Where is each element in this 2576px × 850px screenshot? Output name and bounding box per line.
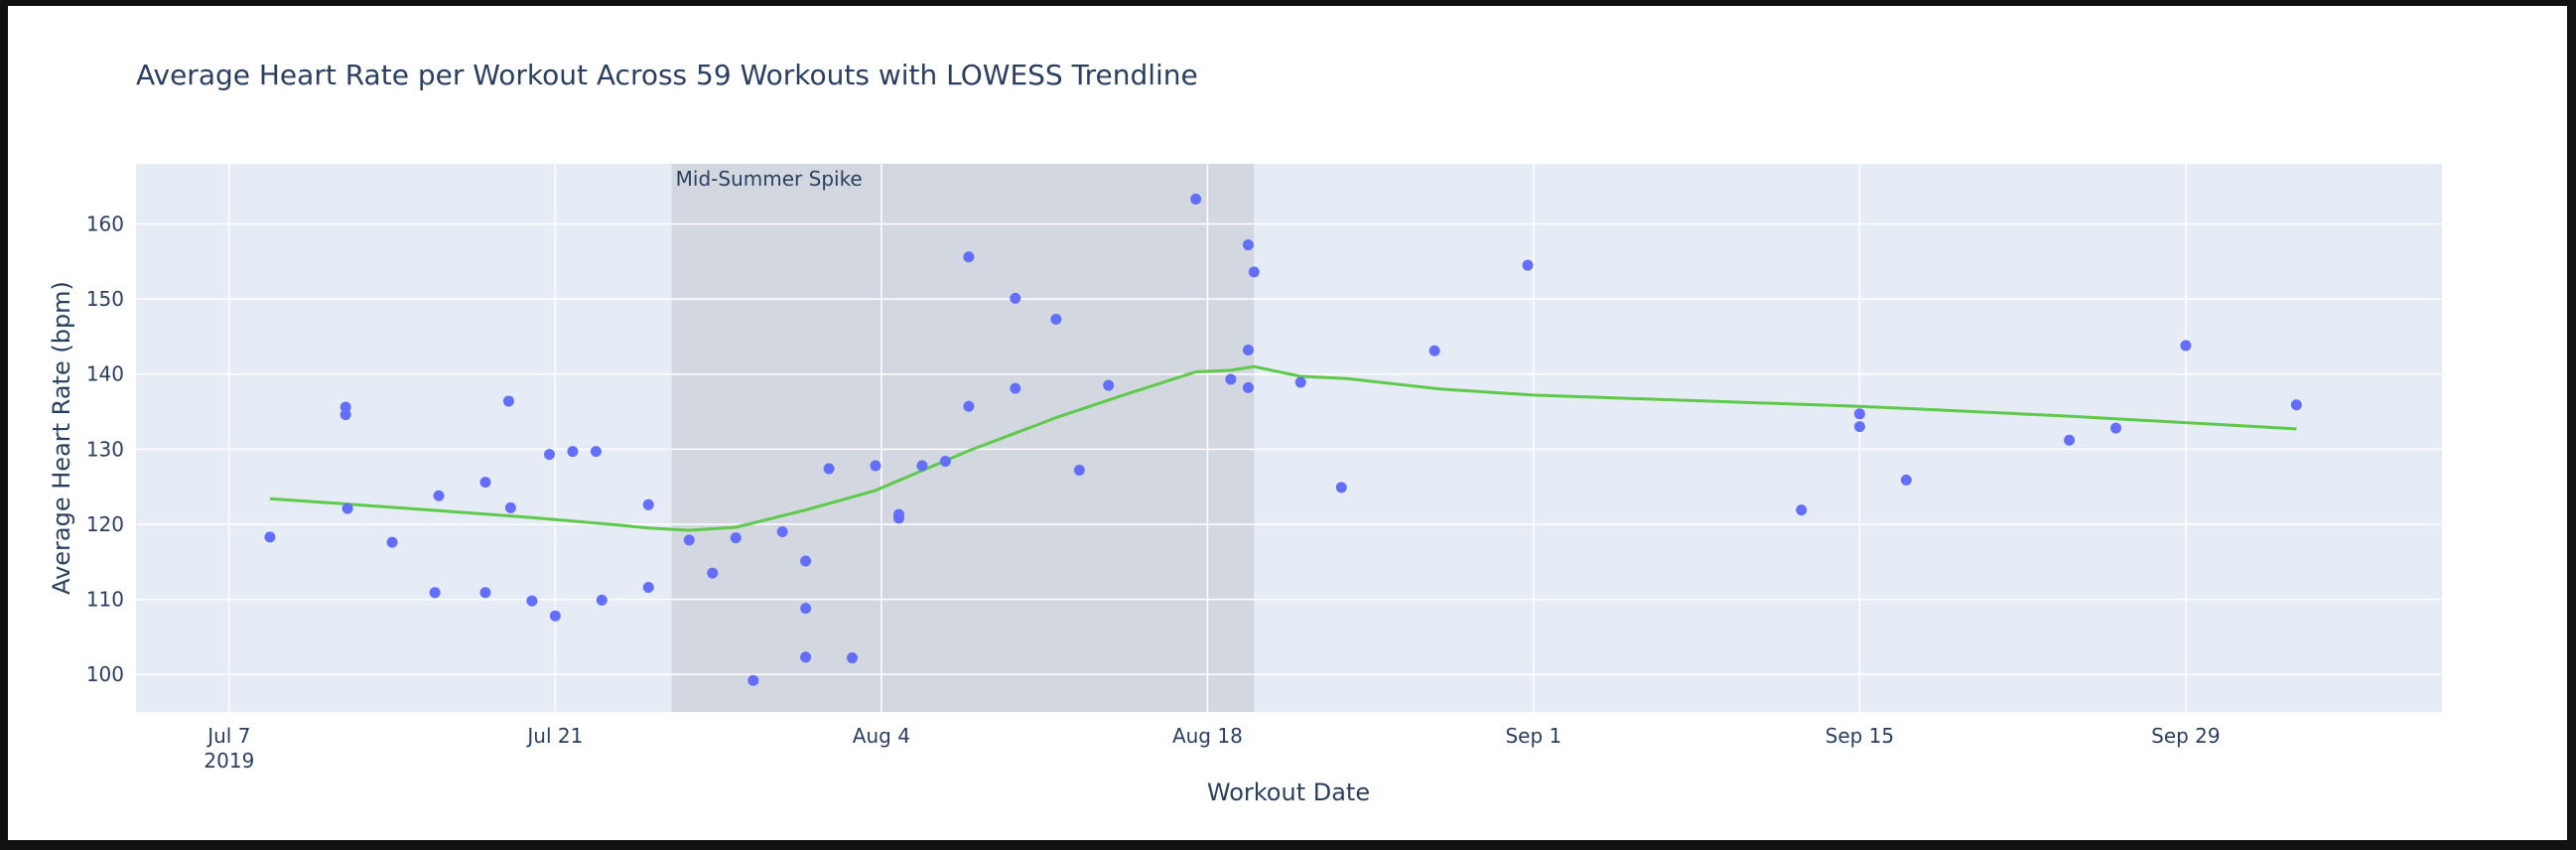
- data-point: [339, 401, 351, 413]
- data-point: [2180, 340, 2192, 352]
- data-point: [1248, 266, 1260, 278]
- lowess-trendline: [269, 364, 2297, 532]
- data-point: [1242, 345, 1254, 356]
- data-point: [1522, 259, 1534, 271]
- data-point: [747, 674, 759, 686]
- highlight-region-label: Mid-Summer Spike: [676, 167, 863, 191]
- y-tick-label: 110: [86, 588, 124, 612]
- data-point: [642, 581, 654, 593]
- data-point: [2064, 434, 2076, 446]
- data-point: [1242, 239, 1254, 251]
- data-point: [963, 251, 975, 263]
- chart-title: Average Heart Rate per Workout Across 59…: [136, 59, 1198, 91]
- data-point: [479, 587, 491, 599]
- data-point: [1853, 408, 1865, 420]
- data-point: [847, 652, 859, 664]
- data-point: [502, 395, 514, 407]
- trendline-layer: [269, 364, 2297, 532]
- x-tick-label: Aug 4: [853, 724, 910, 748]
- x-tick-label: Jul 21: [525, 724, 583, 748]
- data-point: [1050, 314, 1062, 326]
- plot-area[interactable]: [136, 164, 2442, 712]
- y-tick-label: 120: [86, 512, 124, 536]
- y-tick-label: 160: [86, 212, 124, 235]
- data-point: [642, 498, 654, 510]
- data-point: [963, 400, 975, 412]
- data-point: [543, 449, 555, 461]
- data-point: [596, 594, 608, 606]
- data-point: [479, 477, 491, 489]
- highlight-region-layer: Mid-Summer Spike: [671, 164, 1255, 712]
- data-point: [1190, 194, 1202, 206]
- y-tick-label: 150: [86, 287, 124, 311]
- chart-frame: Average Heart Rate per Workout Across 59…: [8, 6, 2567, 840]
- data-point: [1242, 381, 1254, 393]
- data-point: [870, 460, 881, 472]
- data-point: [800, 555, 812, 567]
- y-axis-title: Average Heart Rate (bpm): [48, 281, 75, 595]
- data-point: [707, 567, 719, 579]
- data-point: [567, 446, 579, 458]
- data-point: [1225, 373, 1237, 385]
- data-point: [1900, 474, 1912, 486]
- data-point: [341, 502, 353, 514]
- data-point: [386, 536, 398, 548]
- data-point: [1428, 345, 1440, 356]
- data-point: [526, 595, 538, 607]
- data-point: [1073, 465, 1085, 477]
- data-point: [1853, 421, 1865, 433]
- data-point: [2109, 422, 2121, 434]
- data-point: [1294, 376, 1306, 388]
- y-tick-label: 140: [86, 362, 124, 386]
- data-point: [916, 460, 928, 472]
- x-tick-sublabel: 2019: [203, 749, 254, 773]
- data-point: [683, 534, 695, 546]
- data-point: [776, 526, 788, 538]
- data-point: [1796, 504, 1808, 516]
- data-point: [504, 501, 516, 513]
- data-point: [433, 490, 445, 501]
- data-point: [823, 463, 835, 475]
- x-tick-label: Jul 7: [205, 724, 250, 748]
- highlight-region: [671, 164, 1255, 712]
- x-tick-label: Sep 15: [1826, 724, 1895, 748]
- x-axis-title: Workout Date: [1207, 779, 1370, 806]
- data-point: [730, 532, 742, 544]
- x-tick-label: Aug 18: [1172, 724, 1243, 748]
- y-tick-label: 130: [86, 437, 124, 461]
- data-point: [549, 610, 561, 622]
- data-point: [1335, 482, 1347, 494]
- x-tick-label: Sep 1: [1505, 724, 1561, 748]
- data-point: [1010, 382, 1021, 394]
- points-layer: [264, 194, 2302, 686]
- chart-canvas: Average Heart Rate per Workout Across 59…: [48, 59, 2442, 806]
- data-point: [1010, 292, 1021, 304]
- data-point: [892, 512, 904, 524]
- data-point: [939, 455, 951, 467]
- data-point: [800, 603, 812, 615]
- data-point: [1103, 379, 1115, 391]
- data-point: [264, 531, 276, 543]
- data-point: [339, 409, 351, 421]
- data-point: [2290, 399, 2302, 411]
- x-tick-label: Sep 29: [2151, 724, 2221, 748]
- y-tick-label: 100: [86, 662, 124, 686]
- data-point: [800, 651, 812, 663]
- data-point: [590, 446, 602, 458]
- data-point: [429, 587, 441, 599]
